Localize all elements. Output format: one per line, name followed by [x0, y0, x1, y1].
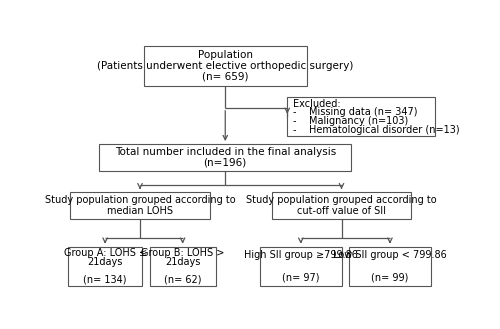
Text: Population: Population — [198, 50, 253, 60]
Text: (n= 659): (n= 659) — [202, 72, 248, 82]
FancyBboxPatch shape — [70, 192, 210, 219]
Text: -    Missing data (n= 347): - Missing data (n= 347) — [293, 108, 418, 117]
Text: -    Malignancy (n=103): - Malignancy (n=103) — [293, 116, 408, 126]
Text: (n= 62): (n= 62) — [164, 274, 202, 284]
Text: 21days: 21days — [88, 257, 123, 267]
FancyBboxPatch shape — [68, 246, 142, 286]
Text: 21days: 21days — [165, 257, 200, 267]
FancyBboxPatch shape — [272, 192, 411, 219]
Text: (n= 134): (n= 134) — [84, 274, 127, 284]
FancyBboxPatch shape — [150, 246, 216, 286]
Text: Low SII group < 799.86: Low SII group < 799.86 — [333, 250, 447, 260]
Text: (n= 99): (n= 99) — [371, 272, 408, 282]
Text: (n= 97): (n= 97) — [282, 272, 320, 282]
Text: High SII group ≥799.86: High SII group ≥799.86 — [244, 250, 358, 260]
FancyBboxPatch shape — [100, 144, 351, 170]
FancyBboxPatch shape — [260, 246, 342, 286]
Text: Excluded:: Excluded: — [293, 99, 341, 109]
Text: Group B: LOHS >: Group B: LOHS > — [141, 248, 224, 258]
Text: Total number included in the final analysis: Total number included in the final analy… — [114, 147, 336, 157]
Text: cut-off value of SII: cut-off value of SII — [297, 206, 386, 215]
Text: Group A: LOHS ≤: Group A: LOHS ≤ — [64, 248, 146, 258]
FancyBboxPatch shape — [287, 97, 434, 137]
Text: median LOHS: median LOHS — [107, 206, 173, 215]
Text: -    Hematological disorder (n=13): - Hematological disorder (n=13) — [293, 125, 460, 135]
FancyBboxPatch shape — [144, 46, 306, 86]
Text: Study population grouped according to: Study population grouped according to — [246, 195, 437, 205]
FancyBboxPatch shape — [349, 246, 430, 286]
Text: (Patients underwent elective orthopedic surgery): (Patients underwent elective orthopedic … — [97, 61, 353, 71]
Text: (n=196): (n=196) — [204, 157, 247, 167]
Text: Study population grouped according to: Study population grouped according to — [44, 195, 236, 205]
